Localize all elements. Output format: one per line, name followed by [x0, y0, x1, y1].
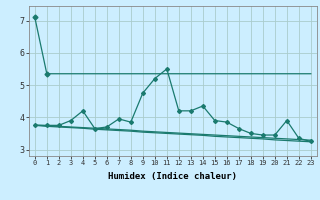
X-axis label: Humidex (Indice chaleur): Humidex (Indice chaleur)	[108, 172, 237, 181]
